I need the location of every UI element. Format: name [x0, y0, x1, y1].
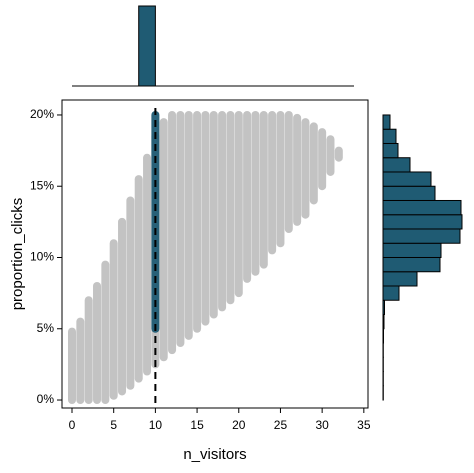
- point-column: [284, 110, 293, 233]
- point-column: [118, 217, 127, 396]
- point-column: [259, 110, 268, 269]
- point-column: [68, 327, 77, 405]
- x-tick-label: 35: [357, 418, 371, 432]
- point-column: [251, 110, 260, 276]
- x-tick-label: 10: [149, 418, 163, 432]
- plot-frame: [61, 99, 369, 409]
- hist-bar: [382, 256, 441, 273]
- point-column: [126, 196, 135, 390]
- hist-bar: [382, 114, 391, 130]
- y-tick-label: 20%: [30, 107, 54, 121]
- y-tick-label: 15%: [30, 178, 54, 192]
- y-axis-label: proportion_clicks: [9, 198, 26, 311]
- y-tick-label: 10%: [30, 250, 54, 264]
- hist-bar: [382, 171, 432, 187]
- x-tick-label: 15: [190, 418, 204, 432]
- point-column: [326, 135, 335, 176]
- point-column: [93, 281, 102, 405]
- hist-bar: [382, 285, 400, 301]
- point-column: [193, 110, 202, 333]
- point-column: [159, 118, 168, 362]
- hist-bar: [382, 157, 411, 173]
- point-column: [268, 110, 277, 255]
- x-tick-label: 5: [110, 418, 117, 432]
- x-tick-label: 20: [232, 418, 246, 432]
- point-column: [184, 110, 193, 340]
- point-column: [301, 118, 310, 219]
- point-column: [176, 110, 185, 348]
- point-column: [293, 113, 302, 226]
- hist-bar: [382, 242, 442, 258]
- point-column: [168, 110, 177, 355]
- point-column: [201, 110, 210, 326]
- y-tick-label: 0%: [37, 392, 55, 406]
- x-tick-label: 25: [274, 418, 288, 432]
- point-column: [318, 128, 327, 191]
- hist-bar: [138, 5, 156, 87]
- point-column: [226, 110, 235, 305]
- point-column: [209, 110, 218, 319]
- point-column: [218, 110, 227, 312]
- point-column: [134, 175, 143, 383]
- point-column: [234, 110, 243, 298]
- hist-bar: [382, 185, 436, 201]
- hist-bar: [382, 328, 384, 344]
- hist-bar: [382, 314, 385, 330]
- hist-bar: [382, 142, 399, 159]
- x-tick-label: 0: [69, 418, 76, 432]
- point-column: [143, 153, 152, 376]
- point-column: [243, 110, 252, 283]
- x-axis-label: n_visitors: [183, 446, 246, 463]
- hist-bar: [382, 299, 385, 316]
- hist-bar: [382, 199, 462, 216]
- x-tick-label: 30: [315, 418, 329, 432]
- point-column: [109, 239, 118, 400]
- point-column: [101, 260, 110, 405]
- hist-bar: [382, 228, 461, 244]
- point-column: [276, 110, 285, 248]
- point-column: [76, 317, 85, 405]
- point-column: [334, 146, 343, 162]
- hist-bar: [382, 128, 397, 144]
- y-tick-label: 5%: [37, 321, 55, 335]
- hist-bar: [382, 214, 463, 230]
- point-column: [84, 296, 93, 405]
- point-column: [309, 122, 318, 205]
- hist-bar: [382, 271, 418, 287]
